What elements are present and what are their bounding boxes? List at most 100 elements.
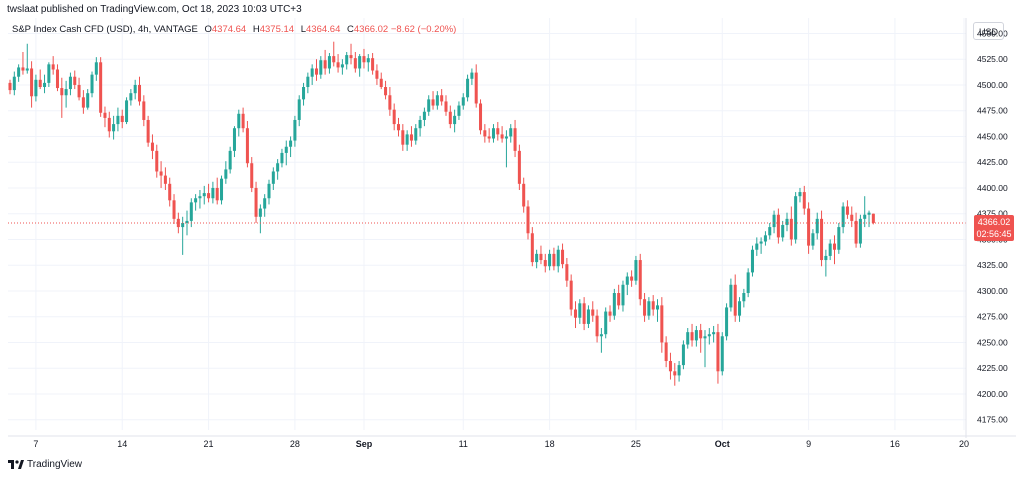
candle-body	[807, 208, 811, 246]
candle	[604, 307, 608, 339]
candle	[103, 106, 107, 128]
candle-body	[526, 206, 530, 234]
candle	[807, 202, 811, 254]
candle-body	[384, 87, 388, 96]
candle-body	[241, 113, 245, 129]
candle	[820, 210, 824, 267]
candle	[86, 89, 90, 110]
candle-body	[297, 99, 301, 120]
candle	[837, 222, 841, 254]
candle	[643, 293, 647, 322]
candle	[319, 56, 323, 79]
candle	[487, 128, 491, 143]
candle-body	[103, 112, 107, 118]
candle-body	[448, 111, 452, 125]
candle	[60, 77, 64, 118]
candle-body	[548, 253, 552, 267]
candle	[500, 126, 504, 143]
candle-body	[509, 128, 513, 137]
candle	[232, 126, 236, 158]
candle-body	[763, 235, 767, 242]
candle	[189, 198, 193, 228]
candle-body	[647, 301, 651, 316]
candle-body	[207, 193, 211, 199]
candle	[142, 95, 146, 127]
tradingview-logo-icon	[8, 459, 24, 469]
candle	[548, 249, 552, 271]
candle-body	[155, 150, 159, 172]
candle-body	[820, 218, 824, 261]
candle-body	[552, 253, 556, 267]
candle	[129, 89, 133, 106]
candle-body	[561, 249, 565, 265]
candle	[768, 222, 772, 240]
candle	[656, 299, 660, 322]
candle-body	[375, 70, 379, 79]
candle-body	[185, 220, 189, 223]
candle	[595, 309, 599, 343]
candle	[720, 332, 724, 376]
candle-body	[306, 76, 310, 88]
candle-body	[720, 336, 724, 372]
candle	[625, 272, 629, 296]
candle	[599, 328, 603, 353]
candle	[159, 161, 163, 188]
candle	[150, 134, 154, 160]
candle-body	[617, 293, 621, 306]
candle-body	[837, 227, 841, 250]
currency-button[interactable]: USD	[973, 22, 1004, 40]
candle	[483, 124, 487, 143]
low-value: 4364.64	[306, 24, 341, 35]
candle	[694, 325, 698, 347]
candle	[815, 212, 819, 240]
candle-body	[794, 196, 798, 240]
candle	[17, 64, 21, 82]
candle-body	[431, 99, 435, 106]
candle-body	[707, 334, 711, 337]
candle-body	[435, 95, 439, 106]
candle-body	[414, 128, 418, 141]
candle-body	[832, 243, 837, 250]
candle	[245, 121, 249, 168]
tradingview-footer[interactable]: TradingView	[8, 459, 82, 470]
candle	[811, 229, 815, 250]
candle-body	[491, 128, 495, 139]
candle-body	[43, 82, 47, 88]
candle-body	[401, 130, 405, 145]
candle	[224, 161, 228, 184]
y-tick-label: 4300.00	[977, 286, 1008, 296]
ohlc-legend: S&P Index Cash CFD (USD), 4h, VANTAGE O4…	[12, 24, 456, 35]
candle-body	[327, 56, 331, 69]
published-caption: twslaat published on TradingView.com, Oc…	[7, 4, 302, 15]
candle	[25, 43, 29, 74]
candle	[241, 107, 245, 133]
candle-body	[293, 119, 297, 141]
candle	[630, 270, 634, 287]
y-tick-label: 4200.00	[977, 389, 1008, 399]
candle-body	[530, 233, 534, 263]
symbol-label: S&P Index Cash CFD (USD), 4h, VANTAGE	[12, 24, 198, 35]
candle	[51, 56, 55, 75]
candle	[30, 61, 34, 108]
candle-body	[466, 78, 470, 98]
candle	[673, 363, 677, 386]
candle-body	[604, 311, 608, 335]
candle-body	[289, 140, 293, 147]
candle-body	[850, 214, 854, 221]
candle	[185, 210, 189, 236]
candle	[280, 148, 284, 168]
candle	[34, 74, 38, 102]
candles	[8, 41, 875, 386]
candle-body	[725, 307, 729, 337]
candle	[867, 210, 871, 228]
candle-body	[664, 342, 668, 361]
y-tick-label: 4500.00	[977, 80, 1008, 90]
candle	[647, 297, 651, 320]
candle-body	[656, 305, 660, 310]
candle-body	[586, 309, 590, 324]
candle	[99, 57, 103, 117]
candle	[21, 51, 25, 75]
candle	[699, 323, 703, 353]
candle	[64, 80, 68, 108]
